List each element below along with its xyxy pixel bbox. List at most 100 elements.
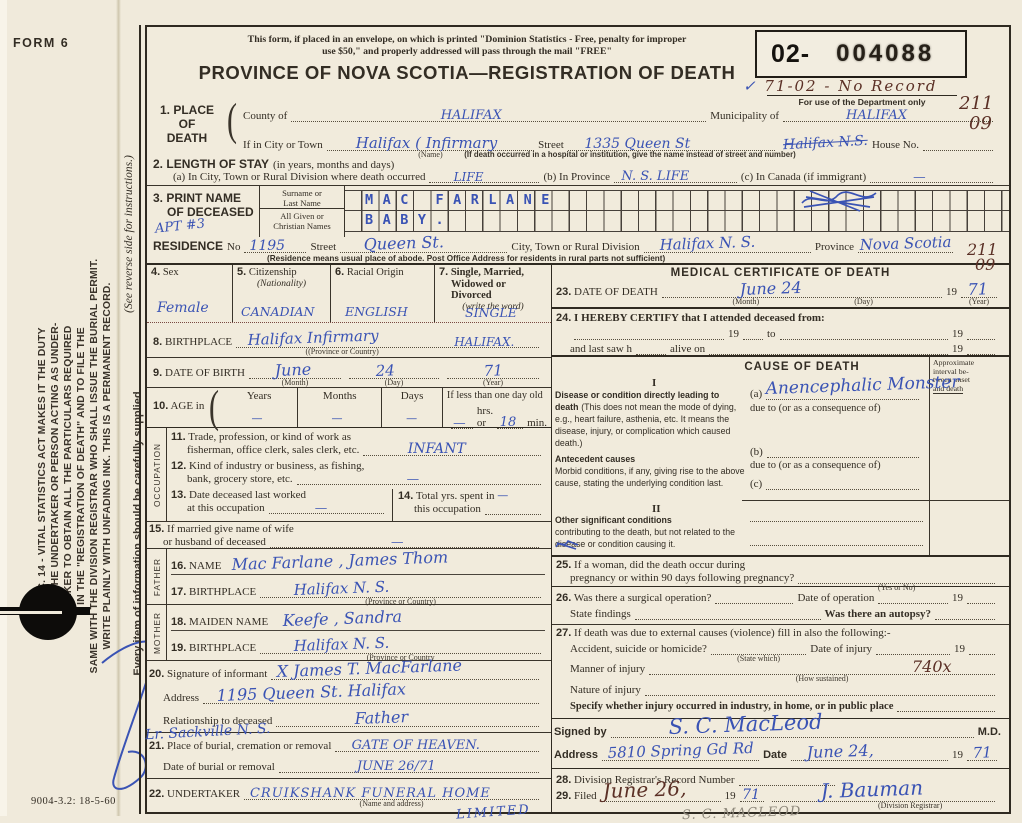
age-months-label: Months	[322, 390, 357, 402]
mar-sub: (write the word)	[462, 301, 524, 312]
q27-d: Nature of injury	[570, 684, 641, 696]
cause-c-line	[766, 477, 919, 490]
occupation-side-label: OCCUPATION	[151, 442, 162, 507]
t13-no: 13.	[171, 489, 187, 501]
t13-value: —	[314, 500, 328, 515]
q27-line-e	[897, 699, 995, 712]
certify-to: to	[767, 328, 776, 340]
mother-block: MOTHER 18. MAIDEN NAME Keefe , Sandra 19…	[147, 605, 551, 662]
name-title-1: PRINT NAME	[166, 191, 242, 205]
cause-dueto-1: due to (or as a consequence of)	[750, 403, 881, 414]
section-residence: RESIDENCE No 1195 Street Queen St. City,…	[147, 232, 1009, 265]
disease-descriptor-bold: Disease or condition directly lead­ing t…	[555, 390, 720, 412]
check-mark: ✓	[743, 77, 758, 95]
dod-month-line: June 24 (Month) (Day)	[661, 278, 942, 306]
name-no: 3.	[153, 191, 164, 205]
mar-no: 7.	[439, 266, 449, 278]
certify-19b: 19	[952, 328, 963, 340]
dob-day-caption: (Day)	[384, 378, 404, 387]
age-days-label: Days	[400, 390, 424, 402]
age-years-label: Years	[246, 390, 272, 402]
cause-title-text: CAUSE OF DEATH	[744, 361, 860, 373]
cit-value: CANADIAN	[241, 304, 315, 319]
city-town-line: Halifax ( Infirmary (Name)	[326, 134, 535, 159]
age-hours-cell: If less than one day old — hrs. or 18 mi…	[441, 388, 551, 430]
other-bold: Other significant conditions	[555, 515, 672, 525]
q27-19: 19	[954, 643, 965, 655]
dod-month-caption: (Month)	[732, 297, 760, 306]
father-name-label: NAME	[189, 560, 222, 572]
medical-title: MEDICAL CERTIFICATE OF DEATH	[552, 267, 1009, 279]
cause-b-line	[766, 445, 919, 458]
t15-l2: or husband of deceased	[163, 536, 266, 548]
stay-no: 2.	[153, 157, 164, 171]
cell-racial-origin: 6. Racial Origin ENGLISH	[330, 265, 434, 322]
cit-no: 5.	[237, 266, 247, 278]
q26-line-a	[715, 591, 794, 604]
t13-l2: at this occupation	[187, 502, 265, 514]
father-name-value: Mac Farlane , James Thom	[231, 547, 449, 574]
registration-form: This form, if placed in an envelope, on …	[139, 25, 1011, 823]
burial-date-line: JUNE 26/71	[278, 759, 539, 774]
residence-label: RESIDENCE	[153, 239, 224, 253]
residence-no-line: 1195	[244, 238, 307, 254]
mar-label-2: Widowed or Divorced	[451, 278, 506, 302]
father-name-line: Mac Farlane , James Thom	[225, 547, 541, 574]
filed-value: June 26,	[602, 776, 687, 803]
other-descriptor: Other significant conditions contributin…	[555, 514, 745, 550]
cause-divider	[742, 500, 1009, 501]
sex-value: Female	[157, 300, 209, 316]
cit-sub: (Nationality)	[256, 278, 307, 289]
t14-value: —	[497, 489, 509, 502]
q26-a: Was there a surgical operation?	[573, 592, 712, 604]
place-title-1: PLACE	[173, 103, 215, 117]
q25-line: (Yes or No)	[798, 571, 995, 592]
city-town-value: Halifax ( Infirmary	[355, 134, 498, 152]
bp-label: BIRTHPLACE	[164, 336, 233, 348]
father-side-label: FATHER	[151, 557, 162, 596]
father-block: FATHER 16. NAME Mac Farlane , James Thom…	[147, 547, 551, 606]
dod-label: DATE OF DEATH	[574, 286, 658, 298]
stay-c-value: —	[913, 169, 926, 184]
cit-label: Citizenship	[248, 267, 297, 278]
residence-street-value: Queen St.	[362, 232, 444, 254]
street-label: Street	[538, 139, 564, 151]
residence-province-line: Nova Scotia	[858, 233, 953, 254]
age-hrs-value: —	[453, 415, 466, 430]
house-no-line	[923, 138, 994, 151]
occupation-block: OCCUPATION 11. Trade, profession, or kin…	[147, 428, 551, 522]
mother-name-value: Keefe , Sandra	[282, 606, 403, 630]
given-grid-value: BABY.	[365, 212, 454, 228]
surname-label: Surname or	[282, 188, 322, 198]
row-q27: 27. If death was due to external causes …	[552, 625, 1009, 719]
hole-punch-slit	[0, 611, 62, 614]
t15-l1: If married give name of wife	[167, 523, 294, 535]
reverse-side-note: (See reverse side for instructions.)	[123, 155, 135, 313]
t13-line: —	[268, 500, 384, 515]
bp-value2: HALIFAX.	[454, 335, 515, 349]
t14-no: 14.	[398, 490, 414, 502]
bp-line: Halifax Infirmary HALIFAX. ((Province or…	[236, 326, 539, 356]
form-header: This form, if placed in an envelope, on …	[147, 27, 1009, 107]
form-title: PROVINCE OF NOVA SCOTIA—REGISTRATION OF …	[198, 62, 736, 83]
lastsaw-line	[709, 342, 948, 355]
q27-line-c: 740x (How sustained)	[649, 657, 995, 683]
t12-value: —	[406, 471, 420, 486]
dod-no: 23.	[556, 286, 572, 298]
antecedent-plain: Morbid conditions, if any, giving rise t…	[555, 466, 745, 488]
signed-value: S. C. MacLeod	[667, 709, 823, 739]
row-spouse: 15. If married give name of wife or husb…	[147, 522, 551, 549]
lastsaw-label: and last saw h	[570, 343, 633, 355]
mother-side-label: MOTHER	[151, 611, 162, 654]
dob-day-line: 24 (Day)	[348, 361, 439, 387]
dob-year-line: 71 (Year)	[446, 361, 540, 387]
age-hrs-line: —	[450, 415, 473, 430]
mother-name-no: 18.	[171, 616, 187, 628]
stay-b-value: N. S. LIFE	[621, 169, 690, 184]
disease-descriptor-plain: (This does not mean the mode of dying, e…	[555, 402, 737, 448]
row-age: 10. AGE in ( Years — Months — Days —	[147, 385, 551, 430]
signed-addr-label: Address	[554, 749, 599, 761]
residence-city-line: Halifax N. S.	[643, 233, 811, 254]
race-value: ENGLISH	[345, 304, 408, 319]
filed-line: June 26,	[600, 776, 721, 803]
